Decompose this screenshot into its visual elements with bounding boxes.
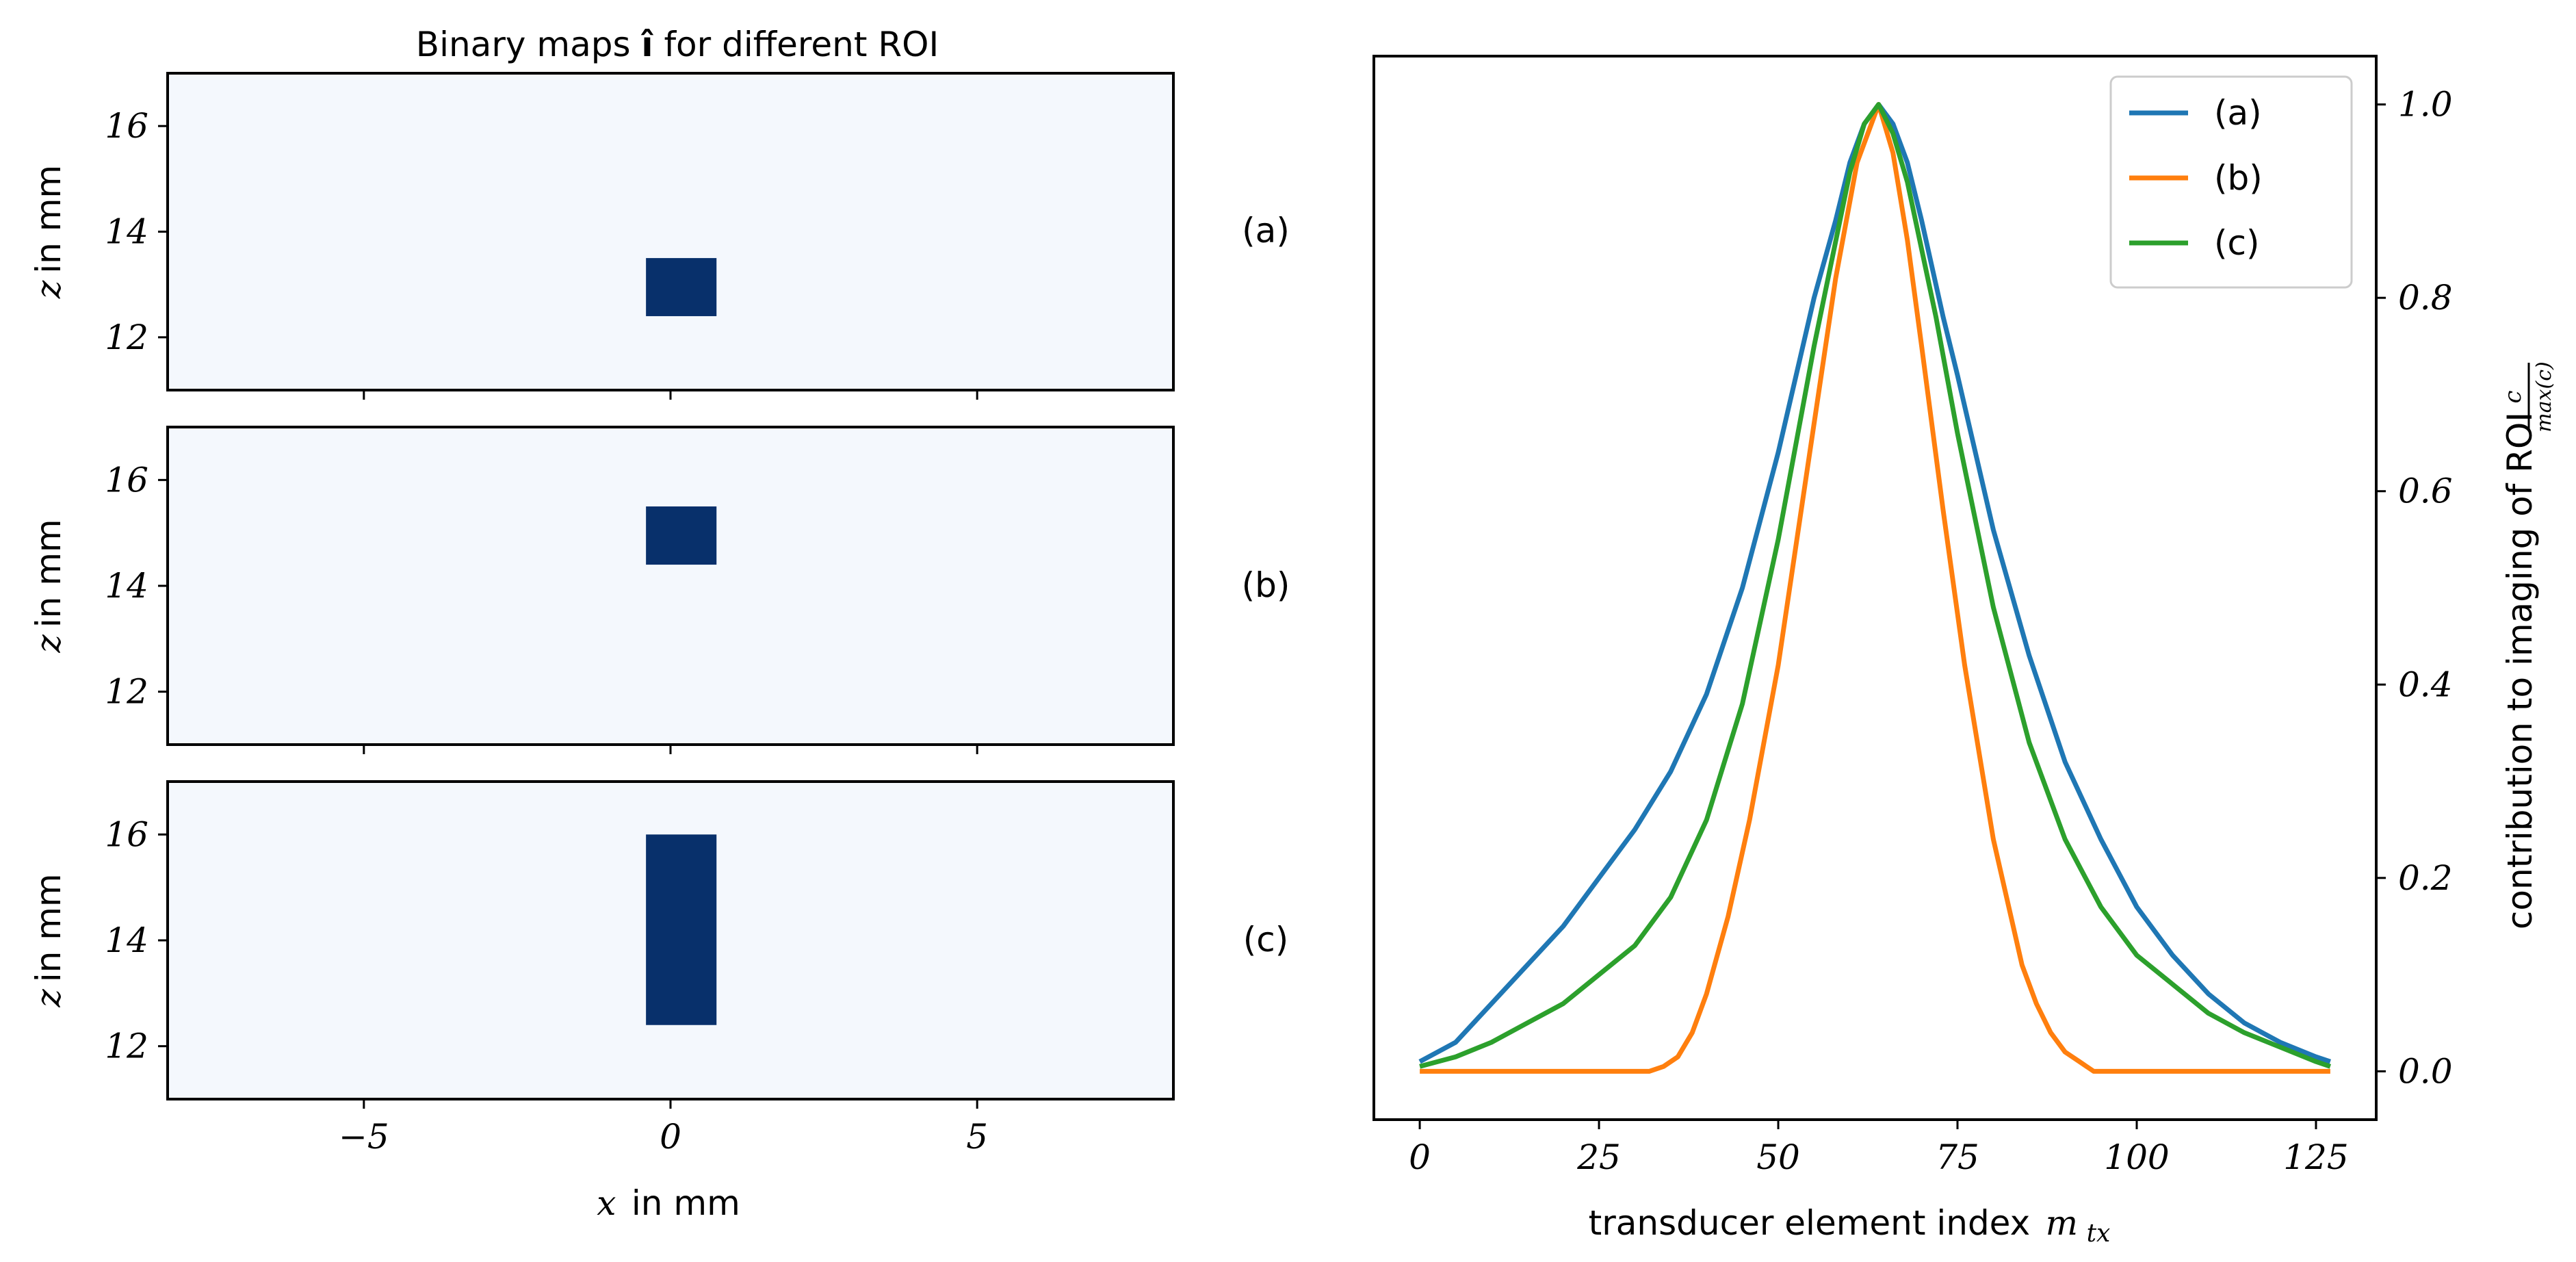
y-tick-label: 16	[105, 814, 148, 854]
y-tick-label: 0.8	[2398, 278, 2453, 318]
plot-frame	[1372, 55, 2378, 1121]
y-tick-label: 16	[105, 460, 148, 500]
svg-text:contribution to imaging of ROI: contribution to imaging of ROI	[2500, 412, 2540, 929]
y-tick-label: 0.4	[2398, 665, 2453, 704]
x-tick-label: 100	[2104, 1137, 2169, 1177]
right-x-axis-label: transducer element index m tx	[1589, 1203, 2111, 1248]
legend: (a) (b) (c)	[2109, 75, 2353, 289]
y-tick-label: 14	[105, 920, 148, 960]
x-tick-label: 0	[660, 1117, 681, 1157]
legend-label-1: (b)	[2214, 158, 2263, 198]
y-tick-label: 12	[105, 1027, 148, 1066]
y-tick-label: 12	[105, 672, 148, 712]
y-tick-label: 12	[105, 318, 148, 357]
roi-region	[646, 506, 717, 565]
ylabel-frac-den: max(c)	[2532, 361, 2556, 432]
binary-map-a: 12 14 16 zin mm	[29, 72, 1175, 400]
series-line-2	[1419, 102, 2332, 1069]
row-label-a: (a)	[1242, 211, 1290, 250]
legend-label-2: (c)	[2214, 223, 2260, 263]
y-axis-label: zin mm	[29, 873, 68, 1007]
map-background	[168, 427, 1173, 745]
x-tick-label: 50	[1756, 1137, 1800, 1177]
y-tick-label: 14	[105, 212, 148, 252]
y-tick-label: 1.0	[2398, 85, 2453, 125]
y-axis-label: zin mm	[29, 165, 68, 299]
x-tick-label: 0	[1409, 1137, 1431, 1177]
x-tick-label: 25	[1576, 1137, 1621, 1177]
series-line-1	[1420, 102, 2330, 1074]
contribution-line-chart: 0 25 50 75 100 125 0.0 0.2 0.4 0.6 0.8 1.0	[1372, 55, 2453, 1177]
roi-region	[646, 834, 717, 1025]
row-label-c: (c)	[1243, 920, 1289, 960]
binary-map-c: 12 14 16 −5 0 5 zin mm	[29, 780, 1175, 1157]
map-background	[168, 73, 1173, 390]
x-tick-label: 5	[966, 1117, 988, 1157]
x-tick-label: 75	[1936, 1137, 1979, 1177]
row-label-b: (b)	[1242, 565, 1290, 605]
ylabel-frac-num: c	[2499, 390, 2527, 403]
binary-map-b: 12 14 16 zin mm	[29, 426, 1175, 754]
y-tick-label: 0.0	[2398, 1051, 2453, 1091]
y-tick-label: 0.2	[2398, 858, 2453, 898]
y-axis-label: zin mm	[29, 519, 68, 653]
roi-region	[646, 258, 717, 316]
y-tick-label: 0.6	[2398, 472, 2453, 511]
left-x-axis-label: x in mm	[597, 1183, 740, 1223]
left-title: Binary maps î for different ROI	[416, 25, 939, 64]
legend-frame	[2109, 75, 2353, 289]
right-y-axis-label: contribution to imaging of ROI c max(c)	[2499, 361, 2556, 929]
y-tick-label: 16	[105, 106, 148, 146]
legend-label-0: (a)	[2214, 93, 2262, 133]
y-tick-label: 14	[105, 566, 148, 606]
x-tick-label: 125	[2283, 1137, 2348, 1177]
x-tick-label: −5	[339, 1117, 389, 1157]
